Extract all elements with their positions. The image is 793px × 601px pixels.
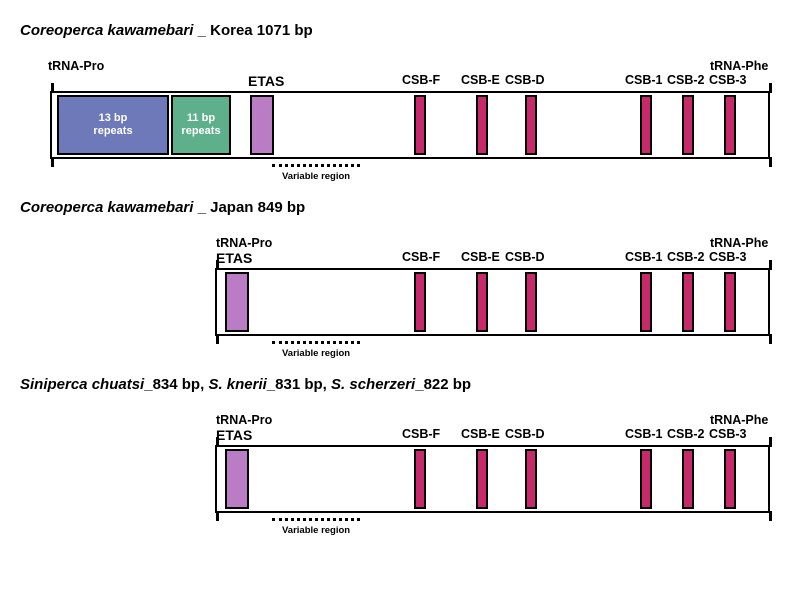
tick-icon [769, 260, 772, 270]
tick-icon [216, 260, 219, 270]
title-sep: , [323, 376, 331, 393]
feature-label-etas: ETAS [216, 427, 252, 443]
tick-icon [769, 437, 772, 447]
feature-block-csb [682, 95, 694, 155]
variable-region-marker-icon [272, 518, 360, 521]
tick-icon [216, 437, 219, 447]
feature-block-csb [724, 95, 736, 155]
block-label: 13 bprepeats [93, 112, 132, 138]
gene-track [215, 268, 770, 336]
feature-label-csb-2: CSB-2 [667, 427, 705, 441]
species-name: Siniperca chuatsi [20, 376, 144, 393]
trna-phe-label: tRNA-Phe [710, 236, 768, 250]
feature-block-csb [476, 95, 488, 155]
feature-block-csb [682, 449, 694, 509]
variable-region-label: Variable region [282, 171, 350, 182]
trna-pro-label: tRNA-Pro [216, 413, 272, 427]
feature-label-csb-1: CSB-1 [625, 250, 663, 264]
variable-region-label: Variable region [282, 348, 350, 359]
tick-icon [51, 83, 54, 93]
feature-label-csb-f: CSB-F [402, 250, 440, 264]
feature-label-csb-d: CSB-D [505, 427, 545, 441]
feature-label-csb-1: CSB-1 [625, 73, 663, 87]
species-title: Coreoperca kawamebari _ Korea 1071 bp [20, 22, 773, 39]
feature-block-csb [414, 272, 426, 332]
diagram-panel: tRNA-Pro tRNA-Phe ETAS CSB-F CSB-E CSB-D CSB-1… [20, 401, 773, 543]
species-title: Siniperca chuatsi_834 bp, S. knerii_831 … [20, 376, 773, 393]
feature-label-csb-2: CSB-2 [667, 73, 705, 87]
variable-region-marker-icon [272, 164, 360, 167]
feature-block-etas [250, 95, 274, 155]
feature-block-csb [724, 449, 736, 509]
bp-count: 831 bp [275, 376, 323, 393]
feature-block-repeat11: 11 bprepeats [171, 95, 231, 155]
species-name: S. knerii [208, 376, 266, 393]
title-sep: _ [198, 199, 211, 216]
diagram-panel: tRNA-Pro tRNA-Phe ETAS CSB-F CSB-E CSB-D CSB-1… [20, 47, 773, 189]
trna-pro-label: tRNA-Pro [48, 59, 104, 73]
species-name: Coreoperca kawamebari [20, 22, 198, 39]
feature-block-etas [225, 449, 249, 509]
title-sep: _ [198, 22, 211, 39]
trna-phe-label: tRNA-Phe [710, 59, 768, 73]
feature-block-csb [525, 272, 537, 332]
feature-block-csb [640, 95, 652, 155]
species-title: Coreoperca kawamebari _ Japan 849 bp [20, 199, 773, 216]
feature-block-etas [225, 272, 249, 332]
trna-phe-label: tRNA-Phe [710, 413, 768, 427]
title-sep: _ [144, 376, 152, 393]
variable-region-marker-icon [272, 341, 360, 344]
bp-count: Japan 849 bp [210, 199, 305, 216]
diagram-panel: tRNA-Pro tRNA-Phe ETAS CSB-F CSB-E CSB-D CSB-1… [20, 224, 773, 366]
variable-region-label: Variable region [282, 525, 350, 536]
gene-track: 13 bprepeats 11 bprepeats [50, 91, 770, 159]
trna-pro-label: tRNA-Pro [216, 236, 272, 250]
feature-block-csb [682, 272, 694, 332]
feature-label-csb-f: CSB-F [402, 73, 440, 87]
bp-count: 822 bp [424, 376, 472, 393]
feature-label-csb-3: CSB-3 [709, 73, 747, 87]
title-sep: _ [267, 376, 275, 393]
gene-track [215, 445, 770, 513]
feature-label-etas: ETAS [216, 250, 252, 266]
feature-block-csb [525, 449, 537, 509]
gene-structure-figure: Coreoperca kawamebari _ Korea 1071 bp tRN… [20, 22, 773, 543]
feature-label-etas: ETAS [248, 73, 284, 89]
feature-block-csb [640, 449, 652, 509]
feature-block-csb [525, 95, 537, 155]
title-sep: _ [415, 376, 423, 393]
feature-label-csb-2: CSB-2 [667, 250, 705, 264]
tick-icon [769, 83, 772, 93]
tick-icon [216, 334, 219, 344]
feature-label-csb-3: CSB-3 [709, 427, 747, 441]
feature-label-csb-d: CSB-D [505, 73, 545, 87]
feature-block-csb [476, 449, 488, 509]
feature-label-csb-d: CSB-D [505, 250, 545, 264]
tick-icon [769, 511, 772, 521]
tick-icon [769, 334, 772, 344]
tick-icon [51, 157, 54, 167]
feature-block-csb [476, 272, 488, 332]
feature-block-csb [414, 449, 426, 509]
bp-count: 834 bp [153, 376, 201, 393]
tick-icon [769, 157, 772, 167]
bp-count: Korea 1071 bp [210, 22, 313, 39]
species-name: S. scherzeri [331, 376, 415, 393]
tick-icon [216, 511, 219, 521]
species-name: Coreoperca kawamebari [20, 199, 198, 216]
feature-label-csb-1: CSB-1 [625, 427, 663, 441]
block-label: 11 bprepeats [181, 112, 220, 138]
feature-label-csb-e: CSB-E [461, 427, 500, 441]
feature-block-csb [414, 95, 426, 155]
feature-label-csb-f: CSB-F [402, 427, 440, 441]
feature-block-repeat13: 13 bprepeats [57, 95, 169, 155]
feature-block-csb [724, 272, 736, 332]
feature-block-csb [640, 272, 652, 332]
feature-label-csb-e: CSB-E [461, 250, 500, 264]
feature-label-csb-e: CSB-E [461, 73, 500, 87]
feature-label-csb-3: CSB-3 [709, 250, 747, 264]
